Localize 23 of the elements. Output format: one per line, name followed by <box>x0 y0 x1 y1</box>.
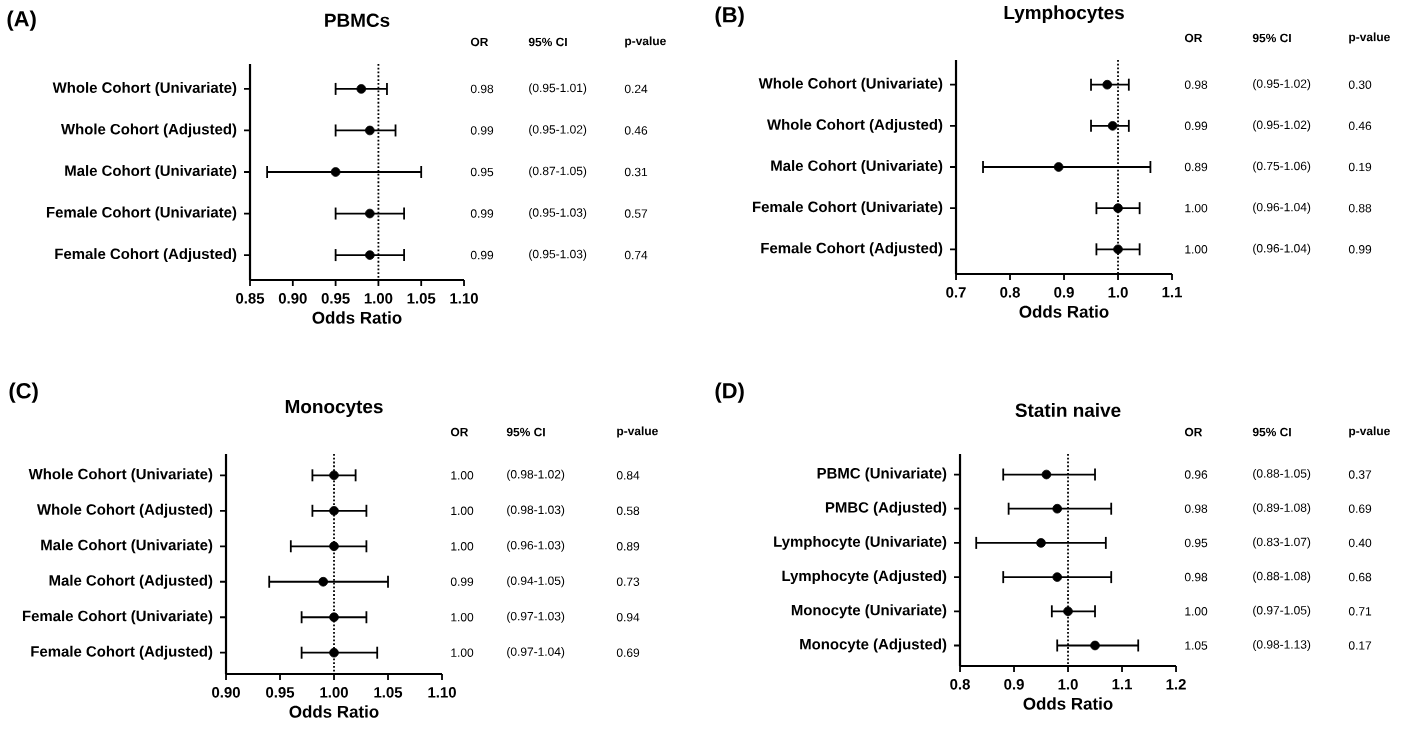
text: (A) <box>7 10 36 31</box>
x-axis-title: Odds Ratio <box>1019 305 1109 318</box>
chart-title: Lymphocytes <box>1004 5 1124 24</box>
text: (B) <box>715 6 744 27</box>
point <box>1090 640 1100 651</box>
text: (C) <box>9 382 38 403</box>
text: (D) <box>715 382 744 403</box>
x-axis-title: Odds Ratio <box>289 705 379 718</box>
point <box>1107 121 1118 131</box>
point <box>1036 538 1046 548</box>
point <box>1113 244 1123 255</box>
point <box>1041 469 1052 480</box>
chart-title: Statin naive <box>1015 403 1121 418</box>
point <box>1063 606 1073 617</box>
point <box>1052 503 1063 514</box>
x-axis-title: Odds Ratio <box>1023 697 1113 710</box>
chart-title: Monocytes <box>285 400 383 418</box>
chart-title: PBMCs <box>325 13 390 28</box>
x-axis-title: Odds Ratio <box>312 311 402 324</box>
point <box>1052 572 1063 582</box>
point <box>1113 203 1123 213</box>
point <box>1053 162 1064 172</box>
point <box>1102 79 1113 90</box>
